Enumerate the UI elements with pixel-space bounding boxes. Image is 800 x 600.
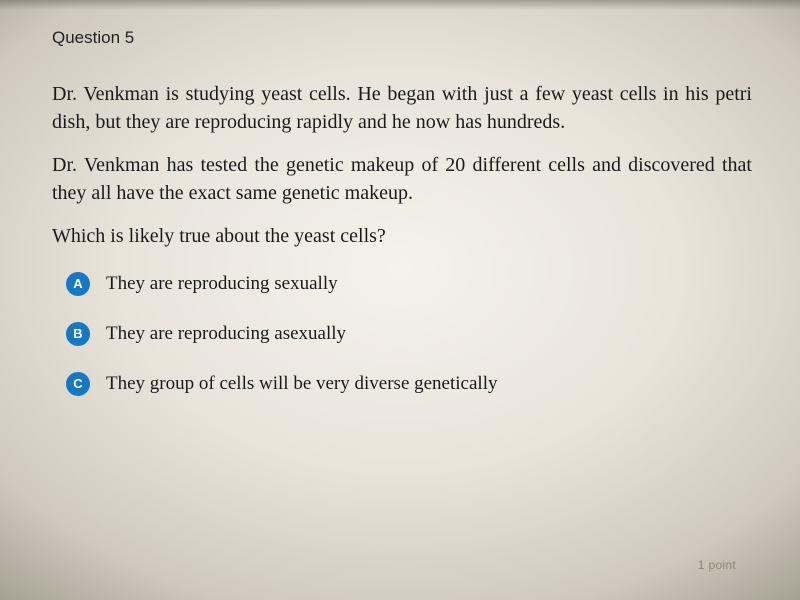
question-prompt: Which is likely true about the yeast cel… xyxy=(52,222,752,250)
option-c-bubble[interactable]: C xyxy=(66,372,90,396)
option-b-bubble[interactable]: B xyxy=(66,322,90,346)
question-card: Question 5 Dr. Venkman is studying yeast… xyxy=(0,0,800,600)
option-b[interactable]: B They are reproducing asexually xyxy=(66,322,752,346)
option-c-text: They group of cells will be very diverse… xyxy=(106,373,497,395)
passage-paragraph-2: Dr. Venkman has tested the genetic makeu… xyxy=(52,151,752,208)
question-number: Question 5 xyxy=(52,28,752,48)
option-a[interactable]: A They are reproducing sexually xyxy=(66,272,752,296)
passage-paragraph-1: Dr. Venkman is studying yeast cells. He … xyxy=(52,80,752,137)
options-group: A They are reproducing sexually B They a… xyxy=(52,272,752,396)
option-b-text: They are reproducing asexually xyxy=(106,323,346,345)
points-label: 1 point xyxy=(698,558,736,572)
option-a-bubble[interactable]: A xyxy=(66,272,90,296)
option-a-text: They are reproducing sexually xyxy=(106,273,338,295)
option-c[interactable]: C They group of cells will be very diver… xyxy=(66,372,752,396)
